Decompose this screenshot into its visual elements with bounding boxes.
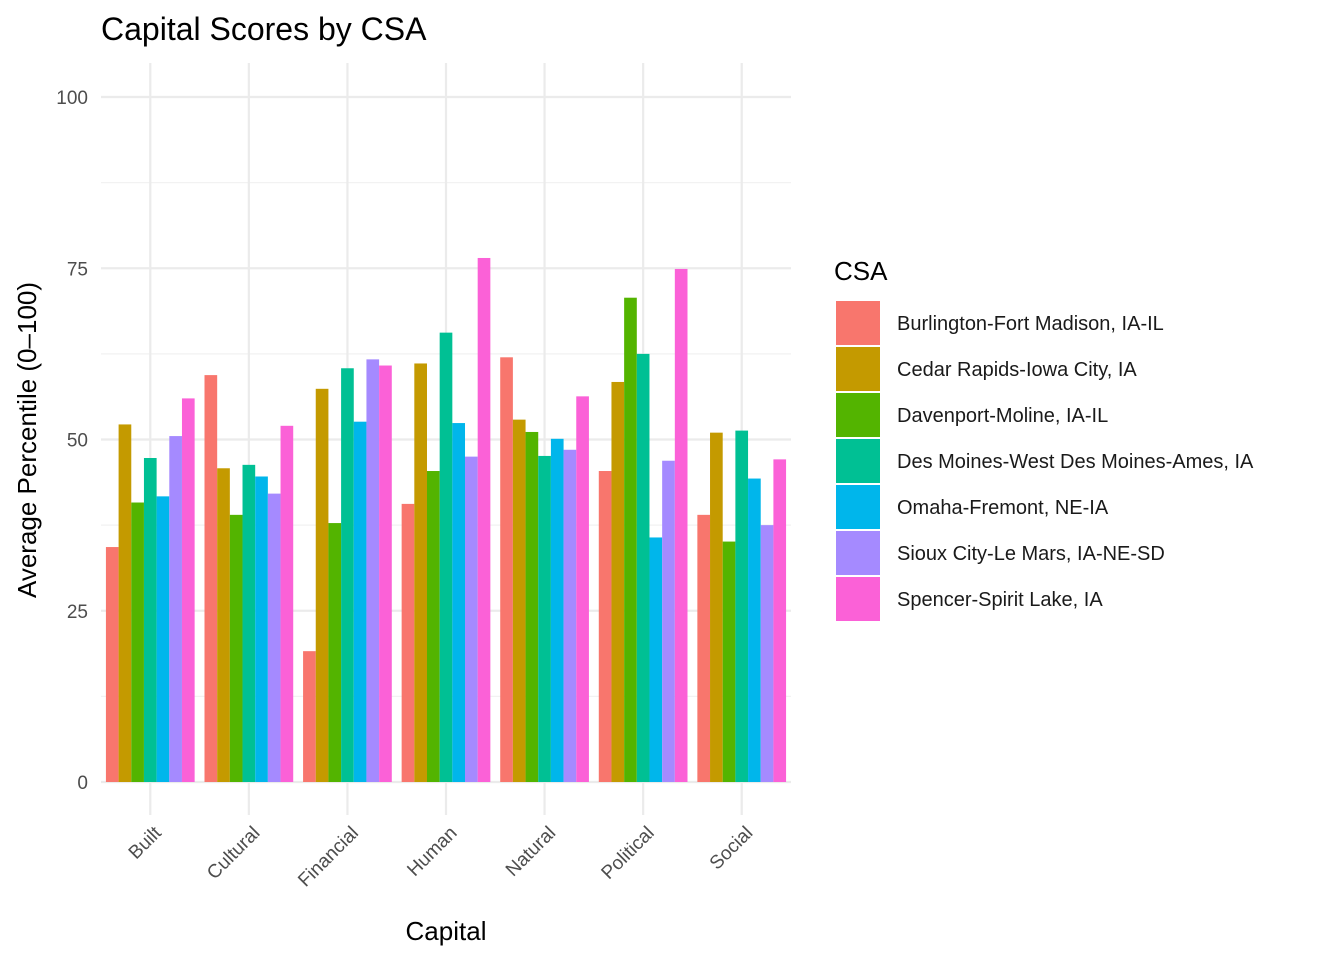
bar bbox=[341, 368, 354, 782]
legend-label: Burlington-Fort Madison, IA-IL bbox=[897, 313, 1164, 335]
bar bbox=[477, 257, 491, 783]
bar bbox=[576, 396, 589, 782]
bar bbox=[439, 332, 453, 782]
bar bbox=[773, 459, 787, 782]
y-tick-label: 50 bbox=[67, 431, 88, 452]
bar bbox=[315, 388, 329, 782]
bar bbox=[401, 503, 415, 782]
x-tick-label: Social bbox=[706, 823, 757, 874]
legend-key bbox=[836, 531, 880, 575]
legend-label: Davenport-Moline, IA-IL bbox=[897, 405, 1108, 427]
bar bbox=[611, 381, 625, 782]
bar bbox=[280, 425, 294, 782]
bar bbox=[636, 353, 650, 782]
bar bbox=[525, 431, 539, 782]
bar bbox=[303, 651, 316, 782]
y-axis-ticks: 0 25 50 75 100 bbox=[56, 88, 88, 794]
x-tick-label: Political bbox=[598, 823, 659, 884]
bar bbox=[722, 541, 736, 782]
bar bbox=[697, 514, 711, 782]
bar bbox=[735, 430, 749, 782]
bar bbox=[748, 478, 761, 782]
y-tick-label: 100 bbox=[56, 88, 88, 109]
bar bbox=[181, 398, 195, 782]
x-tick-label: Natural bbox=[502, 823, 560, 881]
bar bbox=[674, 268, 688, 782]
bar bbox=[131, 502, 144, 782]
x-axis-title: Capital bbox=[406, 916, 487, 946]
bar bbox=[328, 523, 342, 782]
bar bbox=[255, 476, 268, 782]
bar bbox=[169, 436, 182, 782]
bar bbox=[156, 496, 170, 782]
bar bbox=[710, 432, 723, 782]
chart-title: Capital Scores by CSA bbox=[101, 11, 427, 47]
bar bbox=[550, 438, 564, 782]
bar bbox=[649, 537, 663, 782]
legend-label: Cedar Rapids-Iowa City, IA bbox=[897, 359, 1137, 381]
y-axis-title: Average Percentile (0–100) bbox=[12, 282, 42, 598]
bar bbox=[204, 375, 218, 782]
x-tick-label: Human bbox=[403, 823, 461, 881]
bar bbox=[143, 457, 157, 782]
bar bbox=[563, 449, 577, 782]
bar bbox=[512, 419, 526, 782]
legend-key bbox=[836, 439, 880, 483]
bar bbox=[662, 460, 675, 782]
bar bbox=[760, 525, 774, 782]
legend-key bbox=[836, 347, 880, 391]
bar bbox=[353, 421, 367, 782]
legend-key bbox=[836, 393, 880, 437]
bars bbox=[105, 257, 787, 783]
bar bbox=[379, 365, 392, 782]
bar bbox=[452, 423, 466, 782]
bar bbox=[267, 493, 281, 782]
legend-label: Omaha-Fremont, NE-IA bbox=[897, 497, 1109, 519]
bar bbox=[229, 514, 243, 782]
legend: CSA Burlington-Fort Madison, IA-IL Cedar … bbox=[834, 256, 1254, 621]
bar bbox=[624, 297, 637, 782]
bar bbox=[598, 471, 612, 782]
bar bbox=[465, 456, 478, 782]
y-tick-label: 25 bbox=[67, 602, 88, 623]
legend-key bbox=[836, 577, 880, 621]
bar bbox=[366, 359, 380, 782]
x-axis-ticks: Built Cultural Financial Human Natural Politi… bbox=[125, 822, 757, 891]
bar bbox=[217, 468, 230, 782]
legend-label: Spencer-Spirit Lake, IA bbox=[897, 589, 1103, 611]
bar bbox=[242, 464, 256, 782]
bar bbox=[105, 547, 119, 782]
legend-key bbox=[836, 301, 880, 345]
bar bbox=[500, 357, 513, 782]
x-tick-label: Built bbox=[125, 822, 166, 863]
x-tick-label: Cultural bbox=[203, 823, 264, 884]
x-tick-label: Financial bbox=[294, 823, 363, 892]
legend-title: CSA bbox=[834, 256, 888, 286]
legend-key bbox=[836, 485, 880, 529]
legend-label: Des Moines-West Des Moines-Ames, IA bbox=[897, 451, 1254, 473]
legend-label: Sioux City-Le Mars, IA-NE-SD bbox=[897, 543, 1165, 565]
bar bbox=[426, 471, 440, 782]
bar bbox=[118, 424, 132, 782]
y-tick-label: 75 bbox=[67, 259, 88, 280]
bar bbox=[414, 363, 427, 782]
bar bbox=[538, 455, 551, 782]
y-tick-label: 0 bbox=[77, 773, 88, 794]
